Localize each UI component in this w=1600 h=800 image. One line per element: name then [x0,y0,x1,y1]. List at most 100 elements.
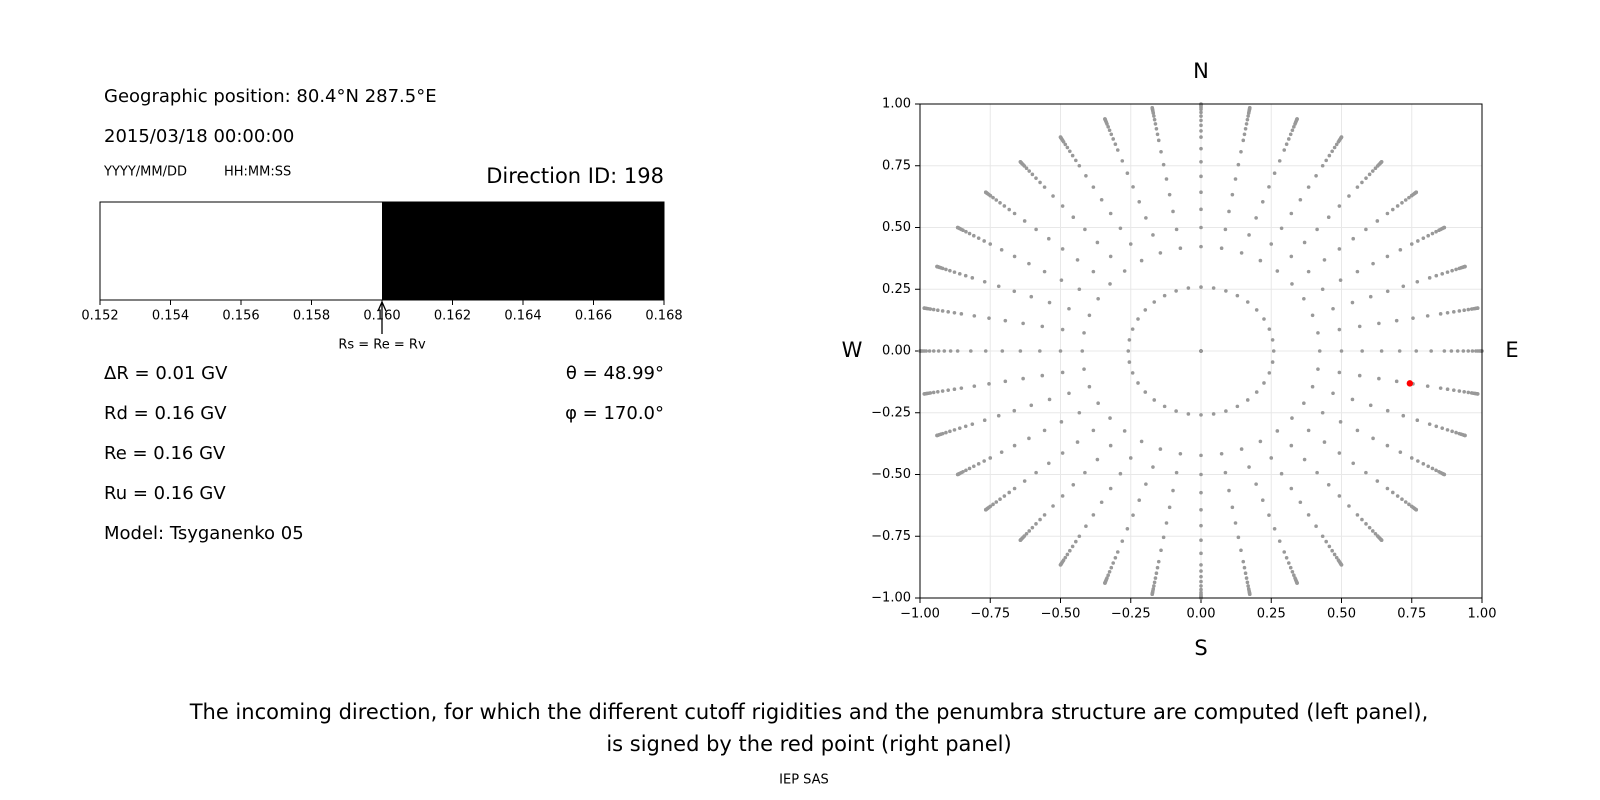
direction-point [1174,227,1179,232]
direction-point [1385,211,1390,216]
direction-point [1245,300,1250,304]
result-line: ΔR = 0.01 GV [104,363,228,384]
direction-point [1150,105,1155,110]
direction-point [955,472,960,477]
direction-point [1152,117,1157,122]
direction-point [1065,552,1070,557]
direction-point [1322,440,1327,444]
direction-point [1360,517,1364,522]
direction-point [988,242,993,246]
direction-point [1438,386,1443,390]
direction-point [1367,525,1372,530]
direction-point [1454,267,1458,272]
direction-point [1295,117,1299,121]
direction-point [1440,426,1445,430]
direction-point [1144,482,1148,486]
direction-point [1457,309,1462,313]
direction-point [1364,176,1368,180]
direction-point [946,310,950,314]
direction-point [1272,527,1277,531]
direction-point [1199,523,1203,528]
direction-point [957,272,962,276]
direction-point [1156,559,1161,564]
direction-point [1267,185,1271,189]
direction-point [1021,376,1025,381]
direction-point [999,248,1004,252]
plot-frame [919,103,1483,599]
direction-point [967,466,972,471]
direction-point [1130,327,1135,331]
direction-point [1167,505,1172,510]
direction-point [1466,307,1471,312]
direction-point [936,308,940,313]
direction-point [1060,370,1065,375]
direction-point [1122,429,1127,433]
direction-point [1161,162,1166,167]
direction-point [1442,349,1447,353]
theta: θ = 48.99° [566,363,664,384]
direction-point [1414,349,1419,353]
direction-point [1077,163,1082,168]
direction-point [1227,209,1231,214]
direction-point [1027,529,1032,533]
direction-point [1245,580,1250,585]
direction-point [1330,149,1334,154]
direction-point [1377,376,1381,381]
direction-point [1438,312,1443,316]
direction-point [1130,371,1135,375]
direction-point [1241,138,1246,143]
direction-point [1139,439,1144,444]
x-tick-label: −0.75 [970,607,1010,622]
direction-point [1288,565,1293,570]
direction-point [1087,313,1092,318]
x-tick-label: 0.156 [222,309,259,324]
direction-point [1375,479,1380,483]
direction-point [955,349,960,353]
direction-point [1427,422,1432,426]
direction-point [1421,462,1426,466]
direction-point [1379,159,1384,164]
direction-point [1245,117,1250,122]
direction-point [1199,110,1203,115]
direction-point [1171,488,1175,493]
direction-point [1126,349,1131,353]
direction-point [1038,349,1042,353]
direction-point [1290,128,1295,133]
direction-point [1199,285,1203,289]
direction-point [1326,482,1331,487]
direction-point [963,424,968,429]
direction-point [1385,408,1390,413]
direction-point [1279,226,1284,231]
direction-point [1445,310,1450,315]
direction-point [1373,166,1378,171]
direction-point [1320,410,1325,415]
direction-point [1024,531,1029,536]
direction-point [983,190,988,195]
direction-point [1339,135,1344,139]
direction-point [1331,306,1335,311]
direction-point [1244,122,1249,126]
direction-point [1302,297,1306,301]
direction-point [1337,327,1342,332]
direction-point [1277,539,1282,543]
direction-point [1059,420,1064,424]
direction-point [1414,190,1419,195]
direction-point [1199,129,1203,133]
direction-point [1466,349,1471,353]
direction-point [1108,254,1113,259]
direction-point [1233,521,1238,525]
direction-point [1461,349,1466,353]
direction-point [964,468,968,473]
direction-point [1262,381,1266,385]
direction-point [1075,258,1080,262]
direction-point [1022,479,1027,483]
direction-point [1070,153,1075,158]
direction-point [1159,548,1163,553]
direction-point [1111,137,1116,141]
direction-point [1247,233,1251,237]
direction-point [1243,571,1248,576]
direction-point [1245,398,1250,402]
direction-point [982,459,986,463]
direction-point [1246,114,1250,118]
direction-point [1272,171,1277,175]
